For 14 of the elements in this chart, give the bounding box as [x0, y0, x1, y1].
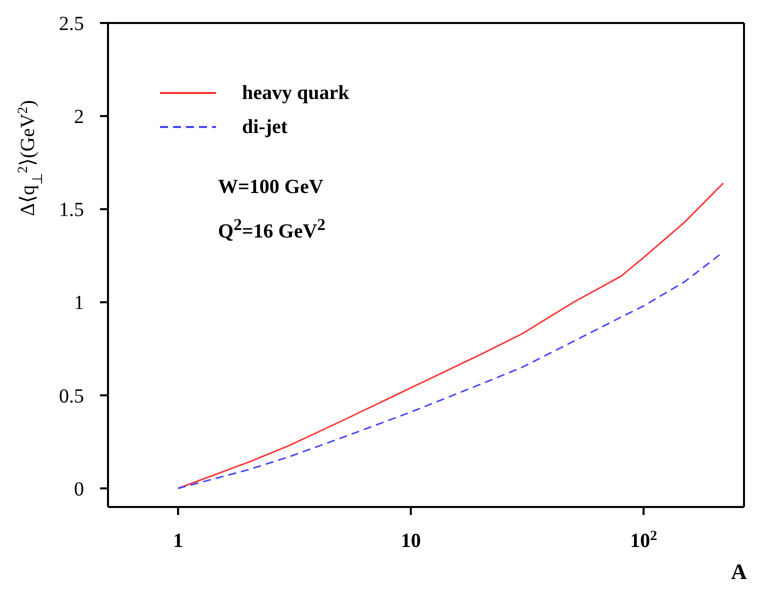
y-tick-label: 2: [74, 106, 84, 128]
x-tick-label: 1: [173, 530, 184, 552]
annotation: W=100 GeV: [218, 175, 324, 200]
x-tick-label: 10$^{2}$: [630, 528, 658, 552]
legend-label: heavy quark: [242, 82, 350, 104]
y-tick-label: 1.5: [59, 199, 84, 222]
annotation: Q$^{2}$=16 GeV$^{2}$: [218, 214, 326, 245]
x-axis-title: A: [731, 559, 748, 584]
y-tick-label: 2.5: [59, 13, 84, 35]
y-tick-label: 1: [74, 292, 84, 314]
y-tick-label: 0.5: [59, 385, 84, 408]
legend-label: di-jet: [242, 116, 288, 138]
y-tick-label: 0: [74, 478, 84, 500]
x-tick-label: 10: [400, 530, 421, 552]
